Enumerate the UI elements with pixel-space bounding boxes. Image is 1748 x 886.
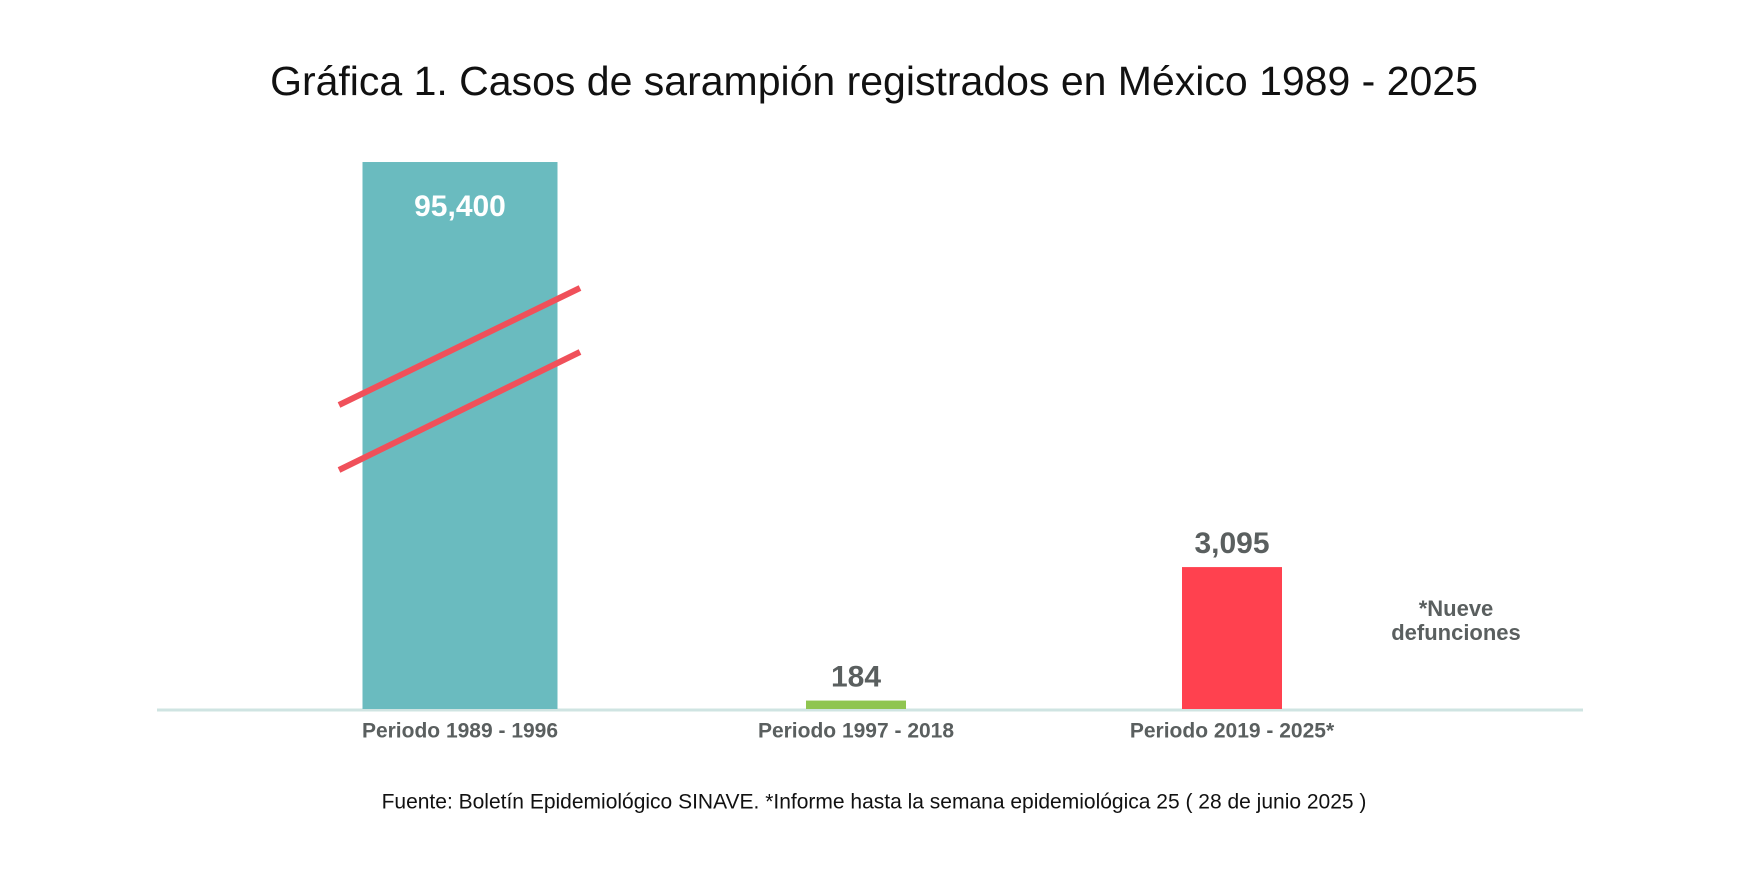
axis-break xyxy=(337,285,582,408)
value-label: 184 xyxy=(831,660,881,693)
bar xyxy=(362,162,558,709)
bar xyxy=(806,700,906,709)
bar xyxy=(1182,567,1282,709)
annotation: defunciones xyxy=(1391,620,1521,645)
axis-break xyxy=(337,349,582,473)
chart-title: Gráfica 1. Casos de sarampión registrado… xyxy=(270,58,1478,104)
value-label: 3,095 xyxy=(1194,527,1269,560)
source: Fuente: Boletín Epidemiológico SINAVE. *… xyxy=(382,791,1367,814)
annotation: *Nueve xyxy=(1419,596,1494,621)
x-tick-label: Periodo 1997 - 2018 xyxy=(758,720,954,743)
value-label: 95,400 xyxy=(414,190,506,223)
x-tick-label: Periodo 1989 - 1996 xyxy=(362,720,558,743)
bars: 95,400 Periodo 1989 - 1996 184 Periodo 1997… xyxy=(362,162,1335,743)
x-tick-label: Periodo 2019 - 2025* xyxy=(1130,720,1335,743)
